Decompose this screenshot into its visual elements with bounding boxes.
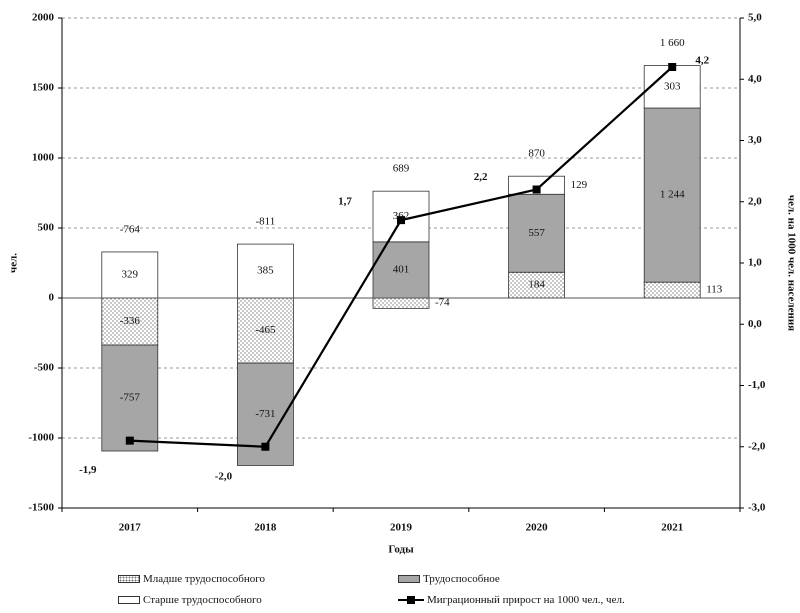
y-tick-label: -500: [34, 362, 55, 374]
bar-segment: [372, 297, 430, 309]
y2-axis-title: чел. на 1000 чел. населения: [785, 195, 797, 331]
bar-segment: [508, 193, 566, 273]
line-marker: [261, 442, 270, 451]
axes-group: -1500 -1000 -500 0 500 1000 1500 2000 -3,0 -2,0 -1…: [8, 12, 798, 556]
y-tick-label: 0: [49, 292, 55, 304]
x-tick-label: 2017: [119, 522, 142, 534]
total-label: -811: [256, 216, 276, 228]
y2-tick-label: 4,0: [748, 73, 762, 85]
y2-tick-label: 1,0: [748, 257, 762, 269]
line-marker: [532, 185, 541, 194]
y-tick-label: -1000: [28, 432, 54, 444]
y2-tick-label: 5,0: [748, 12, 762, 24]
y-tick-label: -1500: [28, 502, 54, 514]
segment-label: -757: [120, 392, 141, 404]
segment-label: 303: [664, 80, 681, 92]
y2-tick-label: -2,0: [748, 440, 766, 452]
segment-label: -336: [120, 315, 141, 327]
y-tick-label: 2000: [32, 12, 55, 24]
bar-segment: [101, 344, 159, 452]
line-value-label: -1,9: [79, 464, 97, 476]
total-label: 689: [393, 163, 410, 175]
line-marker: [668, 63, 677, 71]
y2-tick-label: 2,0: [748, 195, 762, 207]
y-tick-label: 500: [38, 222, 55, 234]
bar-segment: [643, 281, 701, 299]
line-value-label: -2,0: [215, 470, 233, 482]
segment-label: 329: [122, 269, 139, 281]
labels-group: -336 -757 329 -764 -465 -731 385 -811 -74 401 362 6…: [79, 37, 723, 482]
segment-label: 401: [393, 263, 410, 275]
total-label: 870: [528, 148, 545, 160]
segment-label: -74: [435, 297, 450, 309]
x-tick-label: 2018: [254, 522, 277, 534]
segment-label: -731: [255, 408, 275, 420]
segment-label: 129: [571, 179, 588, 191]
y-axis-title: чел.: [8, 253, 20, 273]
bar-segment: [643, 107, 701, 283]
bar-segment: [508, 175, 566, 195]
line-marker: [125, 436, 134, 445]
line-value-label: 1,7: [338, 196, 352, 208]
y2-tick-label: -1,0: [748, 379, 766, 391]
x-tick-label: 2020: [526, 522, 549, 534]
line-value-label: 4,2: [695, 55, 709, 67]
y2-tick-label: 3,0: [748, 134, 762, 146]
y-tick-label: 1000: [32, 152, 55, 164]
bar-segment: [643, 65, 701, 109]
segment-label: 113: [706, 284, 723, 296]
segment-label: 362: [393, 210, 410, 222]
line-series-group: [125, 63, 677, 451]
x-tick-label: 2021: [661, 522, 683, 534]
line-marker: [397, 216, 405, 225]
y2-tick-label: 0,0: [748, 318, 762, 330]
total-label: -764: [120, 223, 141, 235]
line-value-label: 2,2: [474, 171, 488, 183]
y-tick-label: 1500: [32, 82, 55, 94]
segment-label: -465: [255, 324, 276, 336]
x-tick-label: 2019: [390, 522, 413, 534]
segment-label: 385: [257, 265, 274, 277]
segment-label: 1 244: [660, 189, 685, 201]
segment-label: 184: [528, 279, 545, 291]
x-axis-title: Годы: [388, 544, 414, 556]
bar-segment: [101, 297, 159, 346]
y2-tick-label: -3,0: [748, 502, 766, 514]
segment-label: 557: [528, 227, 545, 239]
total-label: 1 660: [660, 37, 685, 49]
